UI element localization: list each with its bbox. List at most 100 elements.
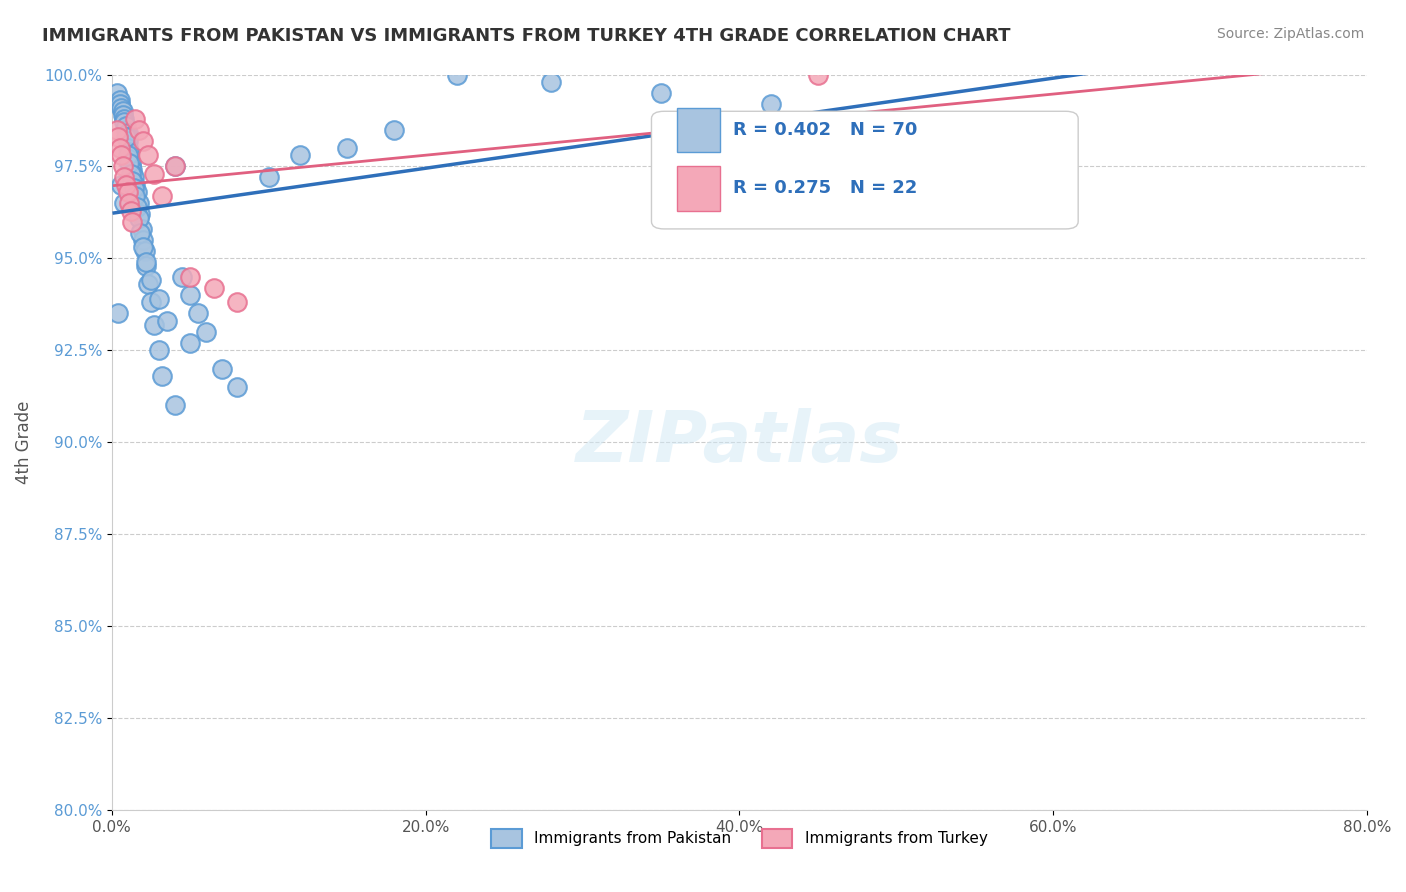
Point (124, 178, 146, 192)
Point (156, 314, 179, 328)
Point (118, 152, 141, 166)
Point (650, 86, 672, 100)
Point (150, 369, 173, 384)
Point (112, 196, 135, 211)
Point (115, 178, 138, 192)
Point (132, 134, 155, 148)
Point (540, 75, 562, 89)
Point (136, 148, 159, 162)
Point (110, 178, 132, 192)
Point (136, 277, 159, 291)
Point (139, 273, 162, 287)
Point (120, 160, 142, 174)
Point (129, 226, 152, 240)
Point (194, 325, 217, 339)
Point (120, 167, 142, 181)
Text: R = 0.402   N = 70: R = 0.402 N = 70 (733, 120, 918, 138)
Point (117, 148, 139, 162)
Point (115, 119, 138, 133)
Text: R = 0.275   N = 22: R = 0.275 N = 22 (733, 179, 918, 197)
Point (257, 170, 280, 185)
Point (112, 112, 135, 126)
Point (128, 211, 150, 225)
Point (111, 160, 134, 174)
Point (163, 160, 186, 174)
Point (112, 170, 135, 185)
Point (118, 155, 141, 169)
Point (759, 97, 782, 112)
Point (111, 104, 134, 119)
Text: ZIPatlas: ZIPatlas (575, 408, 903, 476)
Point (107, 306, 129, 320)
Point (143, 167, 166, 181)
Point (128, 196, 150, 211)
Point (122, 170, 145, 185)
Point (211, 361, 233, 376)
Point (121, 174, 143, 188)
Point (124, 189, 146, 203)
Point (143, 318, 166, 332)
Point (187, 306, 209, 320)
Point (150, 189, 173, 203)
Point (117, 134, 139, 148)
Point (120, 155, 142, 169)
Point (117, 130, 139, 145)
Point (118, 196, 141, 211)
Point (108, 97, 131, 112)
Point (135, 259, 157, 273)
Point (134, 244, 156, 258)
Point (105, 122, 128, 136)
FancyBboxPatch shape (651, 112, 1078, 229)
Text: IMMIGRANTS FROM PAKISTAN VS IMMIGRANTS FROM TURKEY 4TH GRADE CORRELATION CHART: IMMIGRANTS FROM PAKISTAN VS IMMIGRANTS F… (42, 27, 1011, 45)
Point (110, 148, 132, 162)
Point (120, 203, 142, 218)
Point (124, 112, 146, 126)
Point (179, 269, 201, 284)
Point (110, 101, 132, 115)
Point (115, 122, 138, 136)
Point (807, 68, 830, 82)
Bar (676, 108, 720, 152)
Text: Source: ZipAtlas.com: Source: ZipAtlas.com (1216, 27, 1364, 41)
Point (163, 160, 186, 174)
Point (132, 240, 155, 254)
Point (163, 398, 186, 412)
Point (108, 93, 131, 107)
Point (112, 115, 135, 129)
Point (148, 292, 170, 306)
Point (135, 255, 157, 269)
Point (179, 335, 201, 350)
Point (336, 141, 359, 155)
Point (125, 200, 148, 214)
Point (125, 185, 148, 199)
Point (128, 122, 150, 136)
Legend: Immigrants from Pakistan, Immigrants from Turkey: Immigrants from Pakistan, Immigrants fro… (485, 822, 994, 854)
Point (446, 68, 468, 82)
Point (121, 214, 143, 228)
Point (148, 343, 170, 358)
Point (117, 185, 139, 199)
Point (288, 148, 311, 162)
Point (121, 163, 143, 178)
Point (132, 233, 155, 247)
Point (172, 269, 194, 284)
Point (129, 207, 152, 221)
Point (226, 380, 249, 394)
Point (382, 122, 405, 136)
Point (131, 222, 153, 236)
Point (139, 295, 162, 310)
Point (118, 145, 141, 159)
Y-axis label: 4th Grade: 4th Grade (15, 401, 32, 483)
Bar (676, 167, 720, 211)
Point (122, 181, 145, 195)
Point (179, 288, 201, 302)
Point (226, 295, 249, 310)
Point (121, 167, 143, 181)
Point (105, 86, 128, 100)
Point (117, 126, 139, 140)
Point (117, 141, 139, 155)
Point (202, 281, 225, 295)
Point (108, 141, 131, 155)
Point (115, 130, 138, 145)
Point (107, 130, 129, 145)
